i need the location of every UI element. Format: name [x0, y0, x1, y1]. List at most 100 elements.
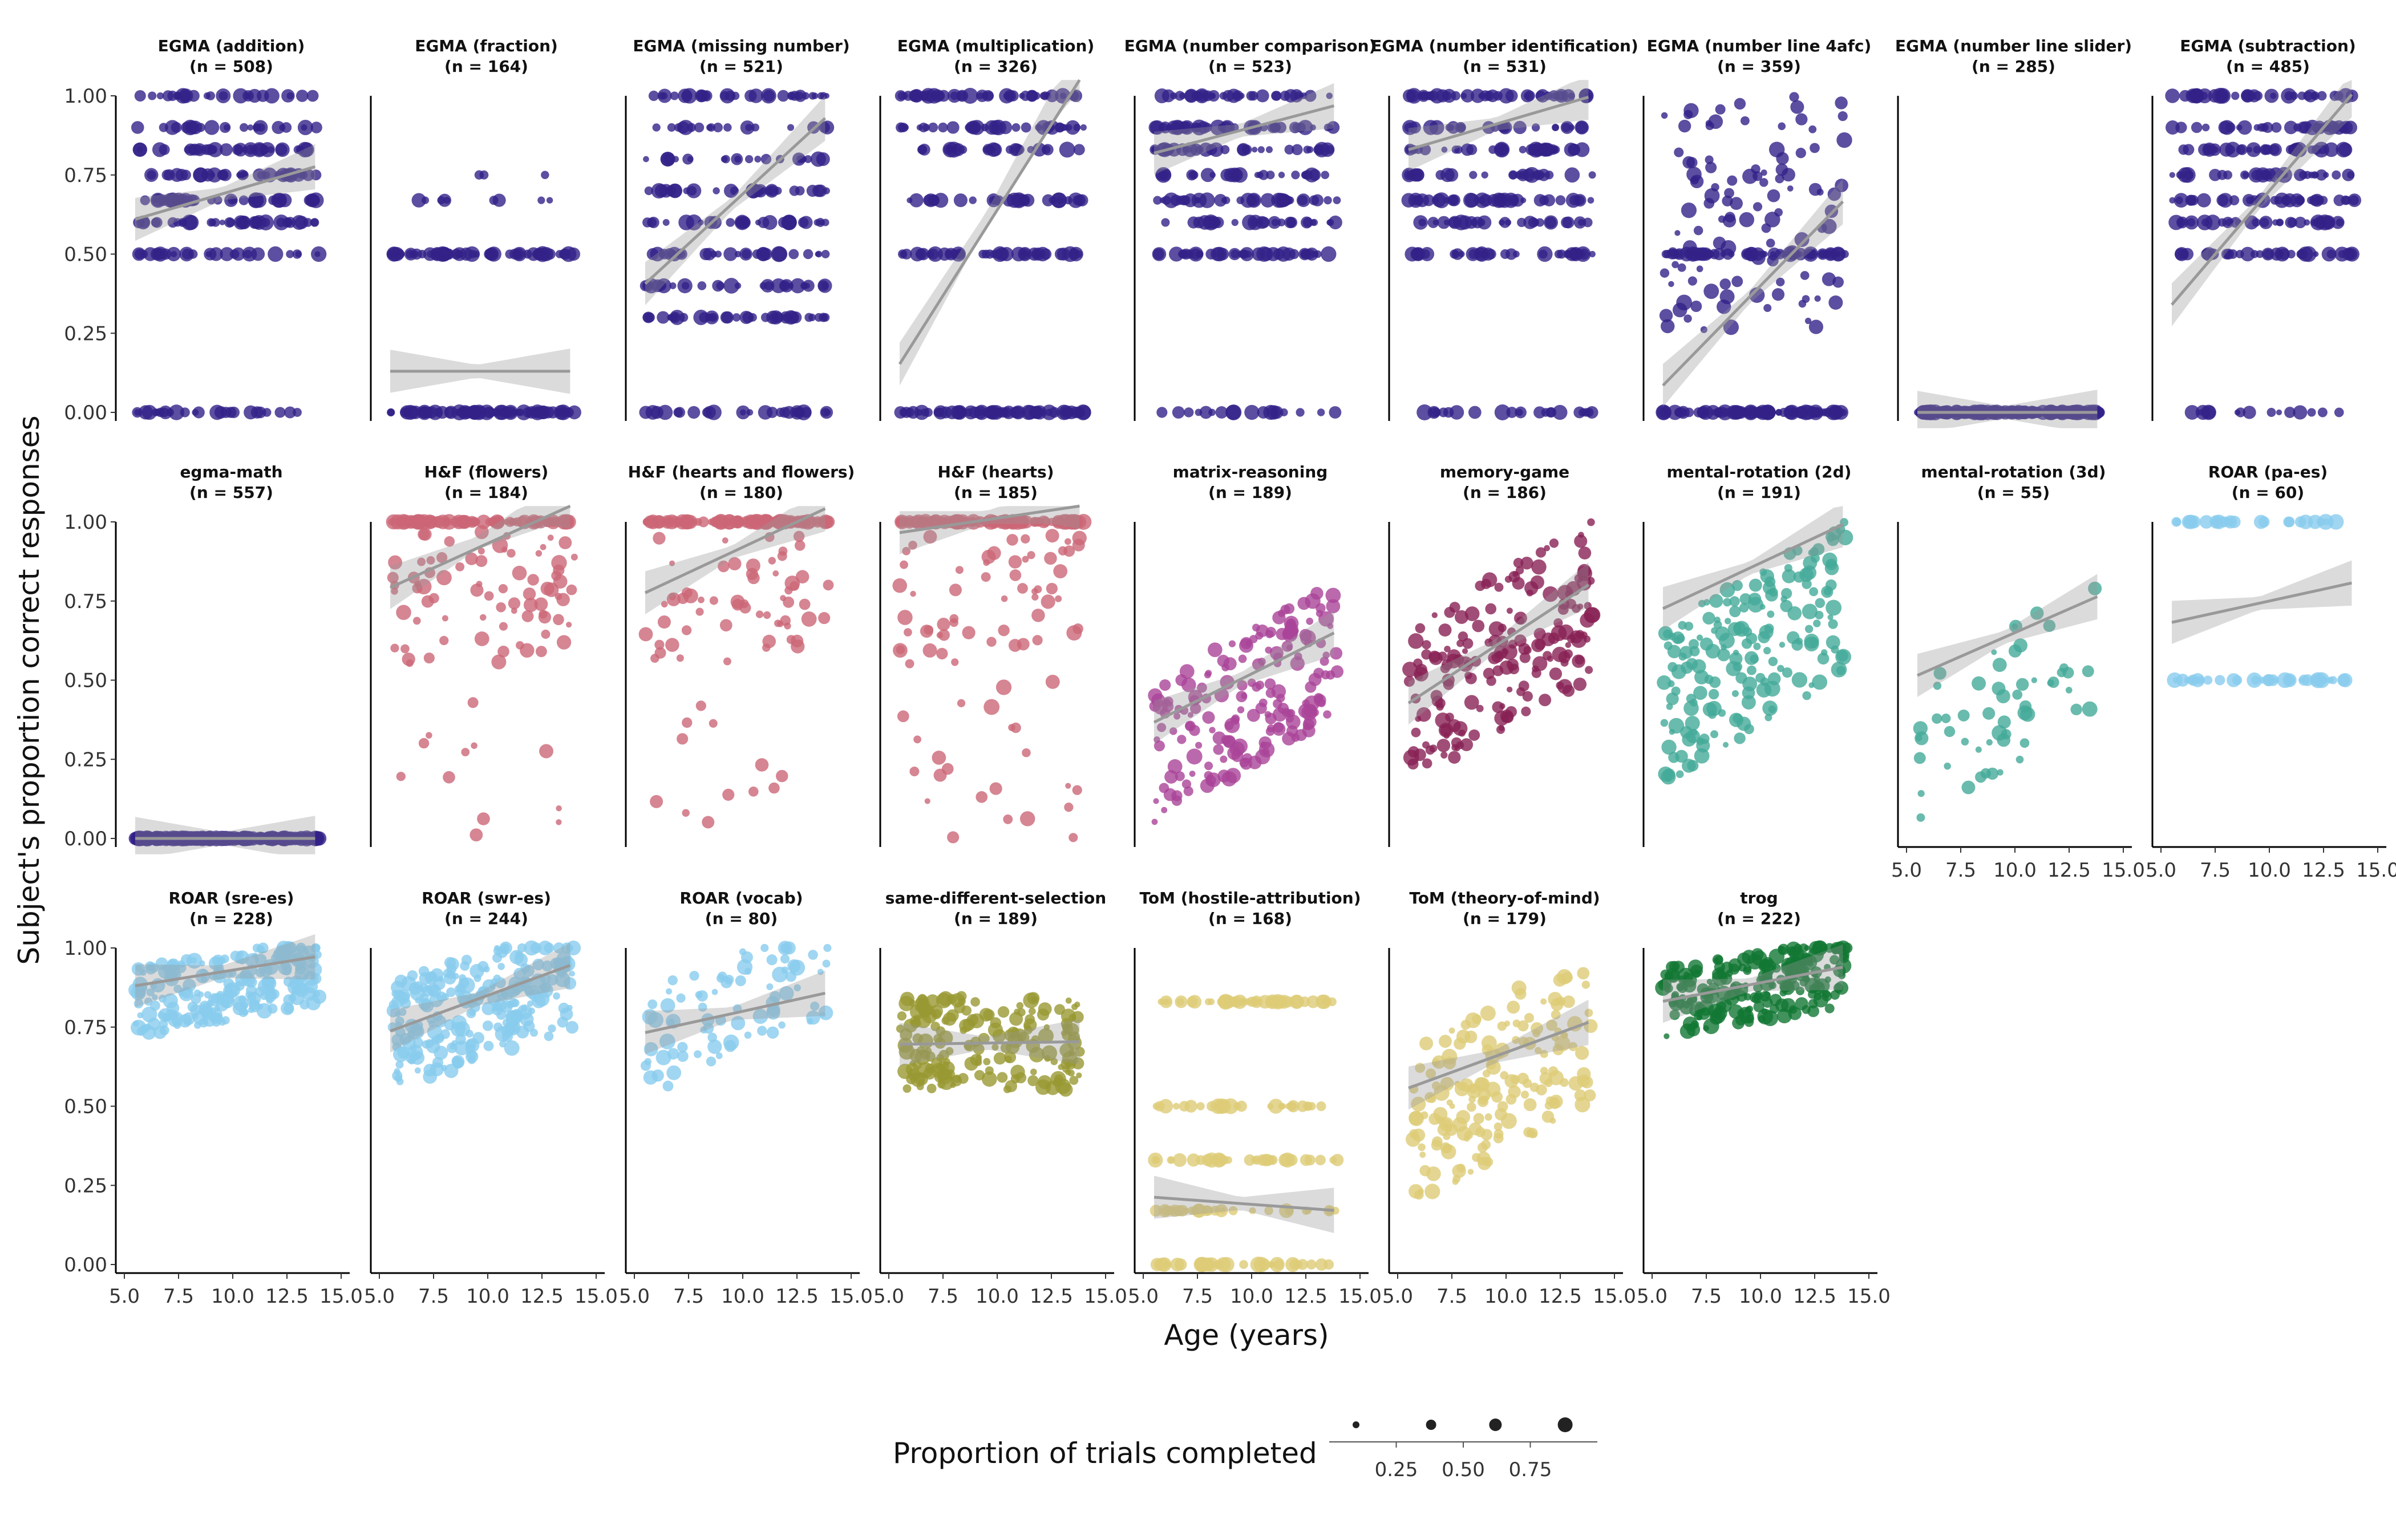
data-point — [1826, 635, 1840, 650]
data-point — [400, 644, 410, 654]
data-point — [1236, 143, 1250, 156]
data-point — [403, 408, 412, 417]
data-point — [922, 123, 930, 132]
data-point — [1045, 89, 1059, 103]
data-point — [1032, 635, 1043, 646]
data-point — [1419, 1036, 1434, 1051]
data-point — [1768, 656, 1778, 666]
data-point — [1408, 168, 1422, 182]
data-point — [763, 611, 771, 619]
data-point — [1828, 404, 1844, 420]
data-point — [784, 586, 793, 595]
data-point — [299, 171, 308, 179]
data-point — [815, 250, 823, 258]
data-point — [998, 625, 1010, 637]
data-point — [1163, 192, 1179, 208]
data-point — [1777, 664, 1784, 672]
data-point — [1203, 123, 1212, 132]
data-point — [310, 218, 319, 227]
data-point — [740, 120, 755, 135]
data-point — [1228, 248, 1241, 261]
data-point — [696, 90, 709, 102]
data-point — [306, 995, 321, 1011]
data-point — [491, 654, 507, 670]
panel-n-label: (n = 326) — [954, 57, 1038, 76]
data-point — [1447, 194, 1459, 206]
data-point — [1671, 664, 1686, 679]
data-point — [1179, 1101, 1190, 1112]
data-point — [1678, 652, 1687, 661]
data-point — [650, 654, 659, 663]
data-point — [656, 278, 671, 294]
data-point — [1237, 706, 1245, 714]
data-point — [387, 408, 395, 416]
data-point — [1915, 734, 1923, 741]
data-point — [1010, 722, 1021, 733]
data-point — [1451, 744, 1459, 751]
data-point — [1260, 1154, 1272, 1166]
data-point — [723, 657, 731, 666]
data-point — [780, 595, 786, 601]
data-point — [1297, 120, 1313, 135]
data-point — [1678, 621, 1687, 630]
data-point — [1775, 163, 1788, 176]
data-point — [1702, 702, 1717, 717]
data-point — [188, 143, 201, 156]
data-point — [1684, 407, 1694, 418]
data-point — [1463, 192, 1479, 208]
data-point — [1808, 125, 1817, 133]
data-point — [1152, 248, 1164, 260]
data-point — [2178, 144, 2189, 155]
x-tick-label: 7.5 — [673, 1285, 704, 1308]
data-point — [534, 597, 548, 611]
data-point — [131, 121, 144, 134]
data-point — [927, 246, 943, 262]
data-point — [976, 791, 988, 803]
data-point — [681, 88, 698, 104]
data-point — [544, 1031, 554, 1041]
data-point — [731, 91, 740, 100]
data-point — [2236, 145, 2246, 155]
x-tick-label: 7.5 — [418, 1285, 449, 1308]
data-point — [1749, 578, 1762, 592]
data-point — [1742, 168, 1758, 184]
data-point — [702, 816, 715, 829]
data-point — [1196, 1102, 1205, 1111]
data-point — [167, 197, 173, 204]
data-point — [1053, 564, 1068, 578]
panel-8: EGMA (subtraction)(n = 485) — [2151, 37, 2362, 421]
data-point — [1055, 595, 1062, 602]
panel-11: H&F (hearts and flowers)(n = 180) — [625, 463, 855, 847]
data-point — [1739, 603, 1749, 613]
data-point — [667, 123, 676, 132]
data-point — [1798, 299, 1807, 308]
data-point — [540, 544, 547, 550]
data-point — [1800, 271, 1810, 280]
x-tick-label: 15.0 — [1338, 1285, 1382, 1308]
data-point — [969, 196, 977, 204]
data-point — [1573, 406, 1586, 419]
data-point — [1664, 641, 1673, 650]
data-point — [2008, 644, 2022, 658]
data-point — [816, 152, 830, 167]
data-point — [1826, 599, 1842, 616]
data-point — [267, 146, 274, 153]
data-point — [1697, 407, 1707, 418]
data-point — [473, 974, 481, 982]
data-point — [1836, 132, 1852, 148]
data-point — [1269, 1261, 1276, 1268]
data-point — [723, 247, 738, 261]
data-point — [1578, 248, 1590, 260]
data-point — [1821, 250, 1829, 258]
data-point — [1422, 741, 1430, 749]
data-point — [1731, 690, 1739, 698]
data-point — [1552, 404, 1568, 420]
data-point — [1793, 571, 1805, 583]
data-point — [1189, 724, 1200, 736]
panel-n-label: (n = 508) — [189, 57, 273, 76]
data-point — [715, 1052, 723, 1059]
data-point — [2225, 518, 2232, 525]
data-point — [286, 250, 294, 258]
data-point — [1661, 769, 1676, 785]
data-point — [1997, 715, 2011, 729]
